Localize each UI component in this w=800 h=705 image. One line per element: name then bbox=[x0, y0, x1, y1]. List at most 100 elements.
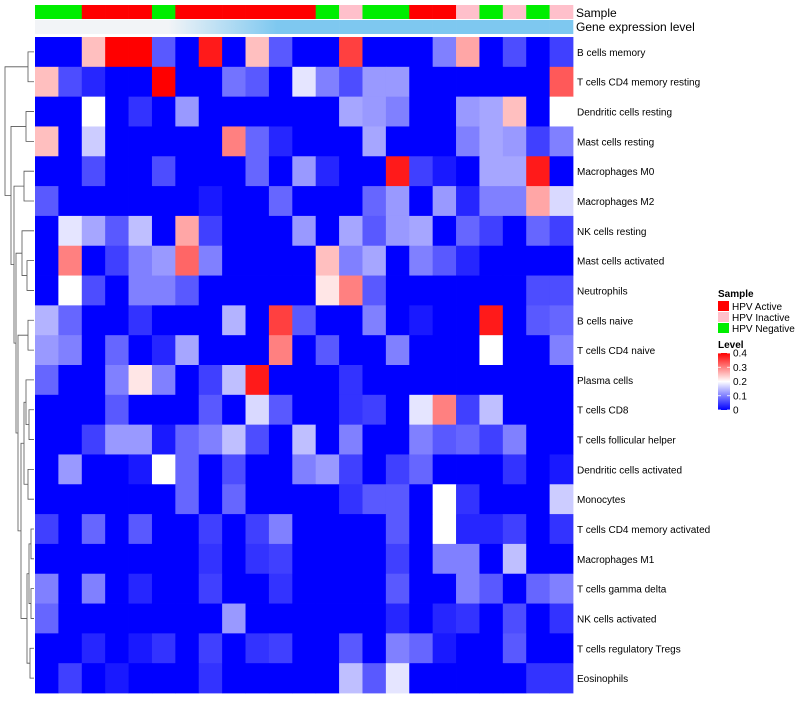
heatmap-cell bbox=[409, 37, 434, 68]
heatmap-cell bbox=[432, 66, 457, 98]
heatmap-cell bbox=[268, 186, 293, 217]
heatmap-cell bbox=[58, 514, 83, 545]
heatmap-cell bbox=[268, 633, 293, 664]
heatmap-cell bbox=[222, 484, 246, 515]
heatmap-cell bbox=[175, 275, 200, 306]
heatmap-cell bbox=[58, 484, 83, 515]
heatmap-cell bbox=[35, 543, 59, 575]
heatmap-cell bbox=[245, 484, 270, 515]
heatmap-cell bbox=[292, 215, 317, 247]
heatmap-cell bbox=[526, 275, 551, 306]
row-label: T cells CD4 memory resting bbox=[577, 78, 700, 89]
legend-tick-label: 0.1 bbox=[733, 391, 747, 402]
heatmap-cell bbox=[128, 454, 153, 485]
heatmap-cell bbox=[409, 96, 434, 127]
heatmap-cell bbox=[549, 633, 574, 664]
heatmap-cell bbox=[385, 96, 410, 127]
heatmap-cell bbox=[175, 37, 200, 68]
heatmap-cell bbox=[315, 305, 340, 336]
heatmap-cell bbox=[198, 603, 223, 634]
heatmap-cell bbox=[526, 37, 551, 68]
heatmap-cell bbox=[245, 275, 270, 306]
heatmap-cell bbox=[245, 186, 270, 217]
heatmap-cell bbox=[315, 245, 340, 276]
row-label: Plasma cells bbox=[577, 376, 633, 387]
heatmap-cell bbox=[58, 663, 83, 694]
heatmap-cell bbox=[456, 573, 480, 604]
heatmap-cell bbox=[432, 603, 457, 634]
heatmap-cell bbox=[502, 484, 527, 515]
heatmap-cell bbox=[222, 365, 246, 396]
sample-annotation-cell bbox=[35, 5, 59, 19]
heatmap-cell bbox=[222, 305, 246, 336]
heatmap-cell bbox=[479, 365, 504, 396]
gene-expression-annotation-cell bbox=[362, 20, 387, 34]
heatmap-cell bbox=[268, 424, 293, 455]
legend-swatch bbox=[718, 301, 729, 311]
sample-annotation-cell bbox=[479, 5, 504, 19]
heatmap-cell bbox=[479, 66, 504, 98]
heatmap-cell bbox=[362, 126, 387, 157]
heatmap-cell bbox=[479, 484, 504, 515]
heatmap-cell bbox=[198, 573, 223, 604]
heatmap-cell bbox=[245, 66, 270, 98]
dendrogram-branch bbox=[30, 528, 34, 560]
heatmap-cell bbox=[502, 335, 527, 366]
heatmap-cell bbox=[128, 663, 153, 694]
heatmap-cell bbox=[502, 37, 527, 68]
heatmap-cell bbox=[292, 543, 317, 575]
gene-expression-annotation-cell bbox=[526, 20, 550, 34]
gene-expression-annotation-cell bbox=[502, 20, 527, 34]
heatmap-cell bbox=[432, 633, 457, 664]
heatmap-cell bbox=[198, 424, 223, 455]
sample-annotation-cell bbox=[222, 5, 246, 19]
heatmap-cell bbox=[315, 514, 340, 545]
heatmap-cell bbox=[456, 66, 480, 98]
heatmap-cell bbox=[81, 365, 106, 396]
heatmap-cell bbox=[245, 514, 270, 545]
heatmap-cell bbox=[385, 394, 410, 426]
legend-swatch bbox=[718, 323, 729, 333]
heatmap-cell bbox=[222, 186, 246, 217]
sample-annotation-cell bbox=[549, 5, 574, 19]
heatmap-cell bbox=[81, 37, 106, 68]
heatmap-cell bbox=[502, 186, 527, 217]
heatmap-cell bbox=[81, 633, 106, 664]
heatmap-cell bbox=[198, 215, 223, 247]
heatmap-cell bbox=[456, 245, 480, 276]
heatmap-cell bbox=[222, 424, 246, 455]
heatmap-cell bbox=[385, 663, 410, 694]
heatmap-cell bbox=[81, 454, 106, 485]
heatmap-cell bbox=[128, 424, 153, 455]
heatmap-cell bbox=[105, 424, 129, 455]
heatmap-cell bbox=[81, 245, 106, 276]
heatmap-cell bbox=[35, 275, 59, 306]
heatmap-cell bbox=[81, 424, 106, 455]
heatmap-cell bbox=[502, 156, 527, 187]
heatmap-cell bbox=[549, 454, 574, 485]
heatmap-cell bbox=[409, 126, 434, 157]
heatmap-cell bbox=[362, 663, 387, 694]
sample-annotation-cell bbox=[409, 5, 433, 19]
row-label: B cells memory bbox=[577, 48, 645, 59]
heatmap-cell bbox=[385, 514, 410, 545]
dendrogram-branch bbox=[4, 66, 28, 196]
heatmap-cell bbox=[222, 275, 246, 306]
heatmap-cell bbox=[175, 215, 200, 247]
heatmap-cell bbox=[526, 186, 551, 217]
heatmap-cell bbox=[128, 305, 153, 336]
heatmap-cell bbox=[151, 186, 176, 217]
heatmap-cell bbox=[245, 603, 270, 634]
heatmap-cell bbox=[175, 394, 200, 426]
heatmap-cell bbox=[105, 245, 129, 276]
heatmap-cell bbox=[339, 215, 363, 247]
heatmap-cell bbox=[268, 573, 293, 604]
heatmap-cell bbox=[502, 454, 527, 485]
heatmap-cell bbox=[549, 305, 574, 336]
heatmap-cells bbox=[35, 37, 574, 694]
heatmap-cell bbox=[292, 573, 317, 604]
dendrogram-branch bbox=[26, 573, 30, 664]
heatmap-cell bbox=[339, 126, 363, 157]
gene-expression-annotation-cell bbox=[292, 20, 316, 34]
